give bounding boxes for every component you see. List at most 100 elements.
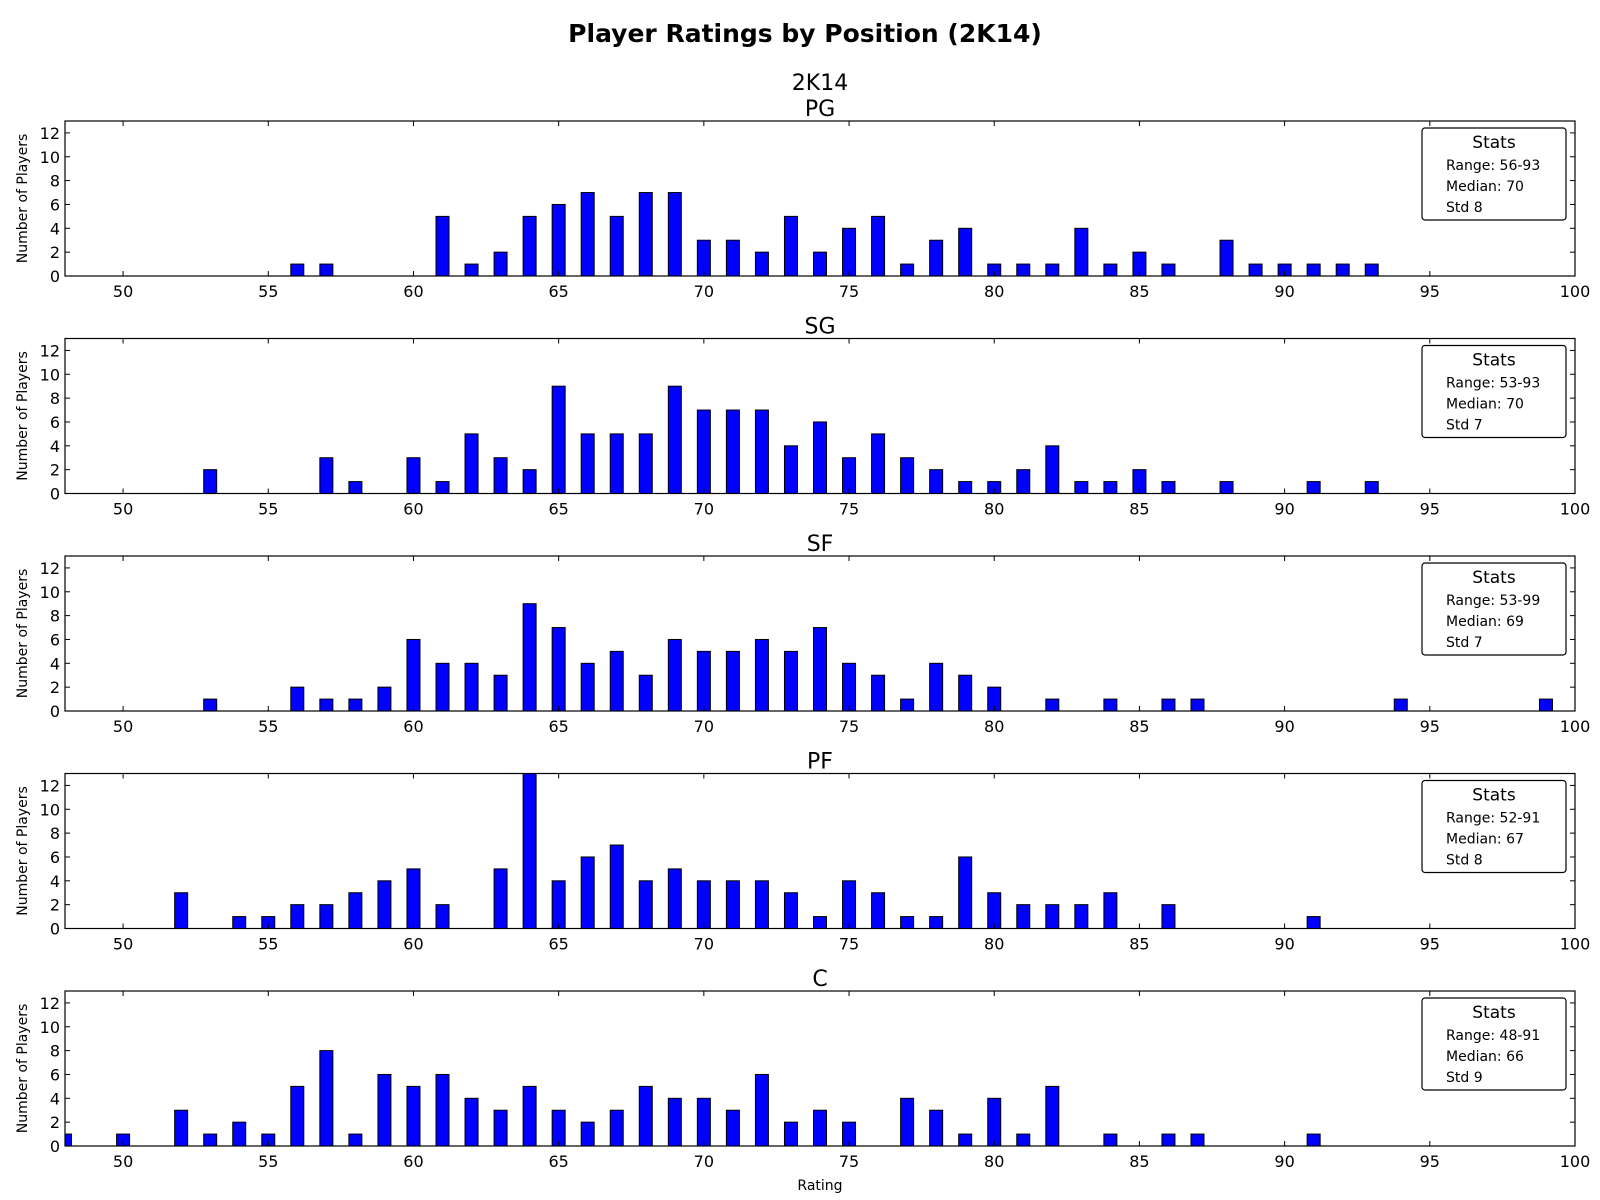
y-tick-label: 8 bbox=[50, 607, 60, 626]
bar bbox=[725, 1109, 740, 1147]
bar bbox=[1161, 263, 1176, 277]
y-tick-label: 2 bbox=[50, 896, 60, 915]
bar bbox=[1364, 263, 1379, 277]
y-tick-label: 8 bbox=[50, 1042, 60, 1061]
bar bbox=[493, 1109, 508, 1147]
x-tick-label: 95 bbox=[1420, 935, 1440, 954]
bar bbox=[813, 1109, 827, 1147]
bar bbox=[1103, 698, 1118, 712]
x-tick-label: 85 bbox=[1129, 282, 1149, 301]
bar bbox=[348, 481, 363, 495]
x-tick-label: 95 bbox=[1420, 717, 1440, 736]
bar bbox=[522, 215, 537, 277]
bar bbox=[580, 662, 595, 712]
y-tick-label: 12 bbox=[40, 124, 60, 143]
bar bbox=[783, 1121, 798, 1147]
bar bbox=[174, 1109, 189, 1147]
panel-title-pg: PG bbox=[805, 97, 835, 122]
bar bbox=[1306, 263, 1321, 277]
x-tick-label: 90 bbox=[1274, 500, 1294, 519]
y-tick-label: 10 bbox=[40, 365, 60, 384]
stats-box-c bbox=[1421, 997, 1567, 1091]
bar bbox=[783, 892, 798, 930]
bar bbox=[290, 904, 305, 930]
bar bbox=[290, 263, 305, 277]
x-tick-label: 70 bbox=[694, 717, 714, 736]
bar bbox=[900, 1097, 915, 1147]
bar bbox=[1045, 904, 1060, 930]
bar bbox=[1074, 904, 1089, 930]
x-tick-label: 60 bbox=[403, 1152, 423, 1171]
bar bbox=[1103, 481, 1118, 495]
y-axis-label-pg: Number of Players bbox=[15, 134, 31, 264]
y-tick-label: 8 bbox=[50, 824, 60, 843]
x-tick-label: 60 bbox=[403, 282, 423, 301]
bar bbox=[1103, 892, 1118, 930]
stats-line: Std 8 bbox=[1446, 853, 1483, 869]
x-tick-label: 85 bbox=[1129, 935, 1149, 954]
x-tick-label: 50 bbox=[113, 500, 133, 519]
bar bbox=[783, 445, 798, 494]
bar bbox=[783, 215, 798, 277]
figure-subtitle: 2K14 bbox=[792, 71, 848, 96]
stats-heading: Stats bbox=[1472, 786, 1516, 806]
bar bbox=[900, 457, 915, 495]
bar bbox=[696, 650, 711, 712]
x-tick-label: 65 bbox=[548, 1152, 568, 1171]
y-axis-label-sg: Number of Players bbox=[15, 351, 31, 481]
y-tick-label: 12 bbox=[40, 776, 60, 795]
bar bbox=[929, 916, 944, 929]
bar bbox=[580, 856, 595, 930]
bar bbox=[435, 1073, 450, 1147]
bar bbox=[493, 457, 508, 495]
bar bbox=[900, 916, 915, 929]
bar bbox=[406, 868, 421, 930]
bar bbox=[522, 1085, 537, 1147]
x-tick-label: 55 bbox=[258, 717, 278, 736]
bar bbox=[958, 481, 973, 495]
plot-frame-sf bbox=[64, 555, 1576, 712]
stats-line: Median: 67 bbox=[1446, 832, 1524, 848]
x-tick-label: 60 bbox=[403, 935, 423, 954]
panel-title-c: C bbox=[812, 967, 827, 992]
x-tick-label: 65 bbox=[548, 500, 568, 519]
bar bbox=[813, 627, 827, 712]
bar bbox=[783, 650, 798, 712]
bar bbox=[348, 698, 363, 712]
y-tick-label: 6 bbox=[50, 195, 60, 214]
bar bbox=[667, 638, 682, 712]
bar bbox=[493, 868, 508, 930]
x-tick-label: 95 bbox=[1420, 500, 1440, 519]
bar bbox=[900, 263, 915, 277]
x-tick-label: 80 bbox=[984, 282, 1004, 301]
bar bbox=[377, 880, 392, 929]
y-tick-label: 12 bbox=[40, 559, 60, 578]
x-tick-label: 75 bbox=[839, 282, 859, 301]
bar bbox=[1190, 698, 1205, 712]
bar bbox=[319, 1050, 334, 1147]
x-tick-label: 65 bbox=[548, 282, 568, 301]
bar bbox=[871, 215, 886, 277]
bar bbox=[696, 1097, 711, 1147]
x-tick-label: 80 bbox=[984, 935, 1004, 954]
bar bbox=[696, 880, 711, 929]
x-tick-label: 50 bbox=[113, 282, 133, 301]
y-tick-label: 4 bbox=[50, 654, 60, 673]
bar bbox=[638, 880, 653, 929]
bar bbox=[319, 457, 334, 495]
y-tick-label: 6 bbox=[50, 413, 60, 432]
bar bbox=[667, 868, 682, 930]
bar bbox=[1045, 698, 1060, 712]
bar bbox=[754, 880, 769, 929]
bar bbox=[580, 1121, 595, 1147]
x-tick-label: 55 bbox=[258, 935, 278, 954]
bar bbox=[667, 385, 682, 495]
bar bbox=[754, 1073, 769, 1147]
y-tick-label: 0 bbox=[50, 920, 60, 939]
bar bbox=[609, 650, 624, 712]
bar bbox=[464, 1097, 479, 1147]
y-tick-label: 0 bbox=[50, 1137, 60, 1156]
bar bbox=[551, 203, 566, 277]
